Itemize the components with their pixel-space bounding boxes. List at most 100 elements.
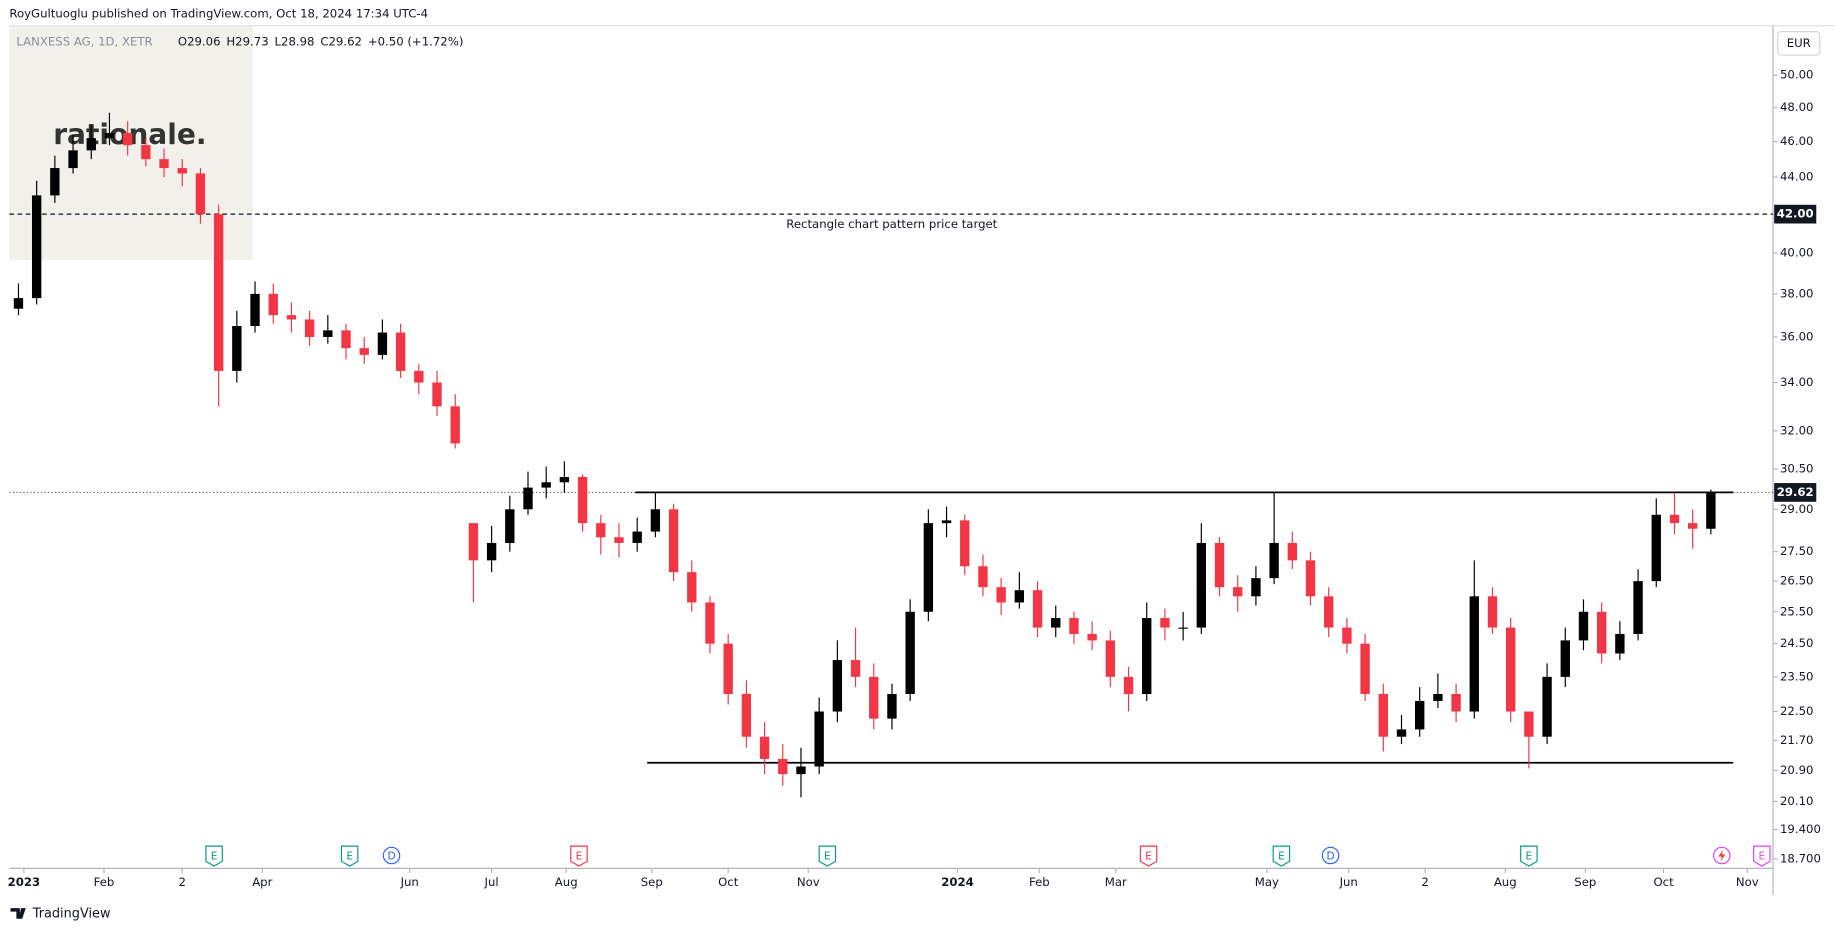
x-tick-label: Sep bbox=[1574, 875, 1596, 889]
candle-body bbox=[50, 168, 60, 196]
candle-body bbox=[141, 145, 151, 160]
candle-body bbox=[414, 370, 424, 383]
y-tick-label: 19.400 bbox=[1780, 822, 1821, 836]
candle-body bbox=[1396, 729, 1407, 737]
candle-body bbox=[31, 195, 42, 299]
event-label[interactable]: E bbox=[1278, 851, 1285, 863]
candle-body bbox=[1142, 618, 1152, 695]
candle-body bbox=[887, 694, 897, 719]
candle-body bbox=[377, 332, 388, 355]
event-label[interactable]: E bbox=[346, 851, 353, 863]
candle-body bbox=[1233, 587, 1243, 597]
symbol: LANXESS AG, 1D, XETR bbox=[16, 35, 152, 49]
y-tick-label: 40.00 bbox=[1780, 246, 1813, 260]
candle-body bbox=[395, 332, 406, 371]
candle-body bbox=[523, 487, 533, 510]
candle-body bbox=[195, 173, 206, 215]
x-tick-label: Jul bbox=[484, 875, 499, 889]
candle-body bbox=[486, 542, 497, 561]
event-marker bbox=[1139, 845, 1158, 867]
candle-body bbox=[1415, 700, 1425, 730]
candle-body bbox=[1560, 640, 1570, 677]
y-tick-label: 46.00 bbox=[1780, 134, 1813, 148]
candle-body bbox=[1251, 578, 1261, 597]
event-label[interactable]: D bbox=[1326, 851, 1334, 863]
x-tick-label: Jun bbox=[400, 875, 419, 889]
candle-body bbox=[1324, 596, 1334, 628]
candle-body bbox=[1506, 627, 1516, 712]
candle-body bbox=[1269, 542, 1279, 579]
brand: TradingView bbox=[32, 907, 111, 922]
candle-body bbox=[996, 587, 1006, 603]
candle-body bbox=[705, 602, 715, 644]
candle-body bbox=[596, 523, 606, 538]
candle-body bbox=[13, 298, 24, 309]
candle-body bbox=[978, 566, 988, 588]
candle-body bbox=[1615, 633, 1625, 654]
candle-body bbox=[104, 133, 115, 139]
price-target-label: 42.00 bbox=[1777, 207, 1814, 221]
y-tick-label: 18.700 bbox=[1780, 851, 1821, 865]
event-label[interactable]: E bbox=[1526, 851, 1533, 863]
currency-box[interactable] bbox=[1777, 31, 1821, 56]
candle-body bbox=[741, 694, 752, 737]
candle-body bbox=[1651, 514, 1661, 582]
candle-body bbox=[159, 159, 169, 169]
event-marker bbox=[340, 845, 359, 867]
event-label[interactable]: E bbox=[1758, 851, 1765, 863]
event-icon bbox=[1718, 849, 1726, 862]
event-label[interactable]: E bbox=[1145, 851, 1152, 863]
candle-body bbox=[759, 736, 770, 759]
candle-body bbox=[1342, 627, 1352, 644]
candle-body bbox=[1105, 640, 1116, 677]
y-tick-label: 50.00 bbox=[1780, 68, 1813, 82]
y-tick-label: 48.00 bbox=[1780, 100, 1813, 114]
event-marker bbox=[1753, 845, 1771, 867]
candle-body bbox=[796, 766, 806, 775]
candle-body bbox=[341, 330, 351, 349]
candle-body bbox=[1087, 633, 1097, 641]
candle-body bbox=[432, 382, 442, 407]
y-tick-label: 38.00 bbox=[1780, 286, 1813, 300]
candle-body bbox=[1578, 611, 1589, 641]
candle-body bbox=[213, 214, 224, 371]
candle-body bbox=[177, 168, 187, 174]
candle-body bbox=[905, 611, 915, 695]
legend-value: C29.62 bbox=[320, 35, 362, 49]
event-marker bbox=[818, 845, 837, 867]
y-tick-label: 22.50 bbox=[1780, 704, 1813, 718]
legend-value: L28.98 bbox=[275, 35, 315, 49]
candle-body bbox=[1524, 711, 1534, 737]
event-label[interactable]: D bbox=[387, 851, 395, 863]
event-marker bbox=[1272, 845, 1291, 867]
y-tick-label: 23.50 bbox=[1780, 669, 1813, 683]
event-marker bbox=[205, 845, 223, 867]
x-tick-label: Aug bbox=[1494, 875, 1517, 889]
currency: EUR bbox=[1787, 36, 1811, 50]
y-tick-label: 25.50 bbox=[1780, 604, 1813, 618]
candle-body bbox=[1123, 676, 1134, 695]
candle-body bbox=[1160, 618, 1170, 628]
candle-body bbox=[1487, 596, 1498, 628]
x-tick-label: Oct bbox=[718, 875, 739, 889]
x-tick-label: 2023 bbox=[8, 875, 41, 889]
event-marker bbox=[1520, 845, 1538, 867]
legend-value: O29.06 bbox=[178, 35, 221, 49]
event-label[interactable]: E bbox=[576, 851, 583, 863]
candle-body bbox=[1196, 542, 1207, 628]
candle-body bbox=[1178, 627, 1188, 629]
candle-body bbox=[468, 523, 479, 561]
y-tick-label: 26.50 bbox=[1780, 574, 1813, 588]
price-target-text: Rectangle chart pattern price target bbox=[786, 217, 997, 231]
y-tick-label: 27.50 bbox=[1780, 544, 1813, 558]
candle-body bbox=[650, 509, 661, 532]
candle-body bbox=[832, 660, 843, 712]
legend-value: H29.73 bbox=[226, 35, 268, 49]
event-label[interactable]: E bbox=[211, 851, 218, 863]
y-tick-label: 21.70 bbox=[1780, 733, 1813, 747]
candle-body bbox=[1542, 676, 1552, 737]
candle-body bbox=[1051, 618, 1061, 628]
candle-body bbox=[778, 758, 788, 775]
event-label[interactable]: E bbox=[824, 851, 831, 863]
